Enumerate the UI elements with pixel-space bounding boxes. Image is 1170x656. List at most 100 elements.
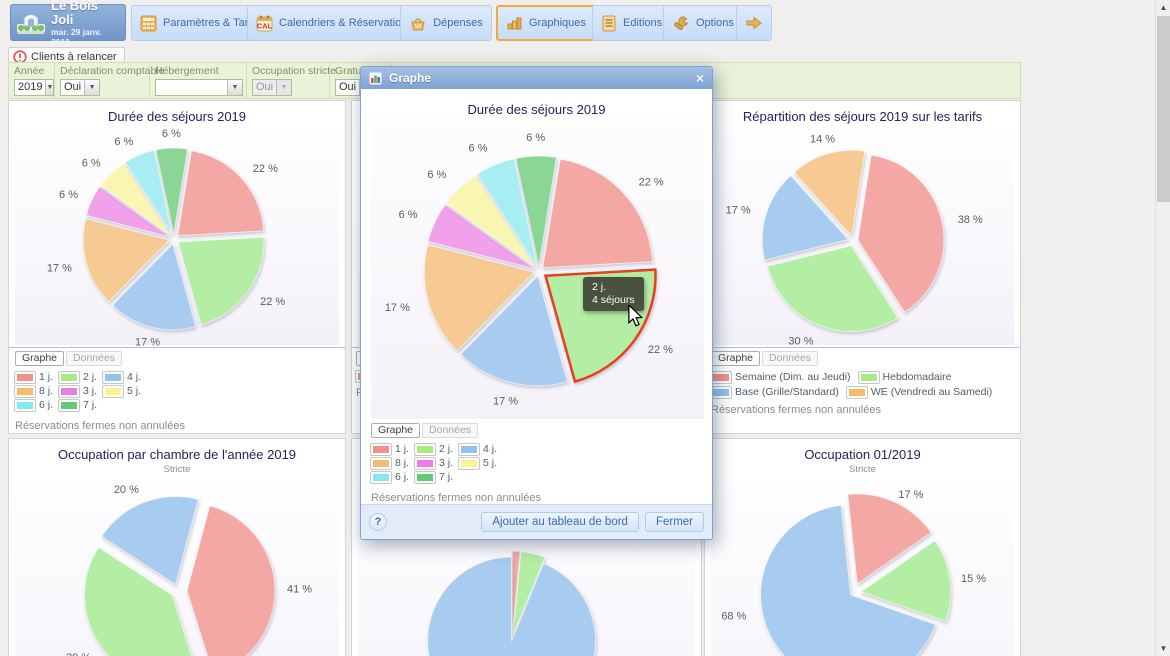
pie-slice[interactable] [511, 550, 521, 636]
dialog-footer: ? Ajouter au tableau de bord Fermer [361, 504, 712, 539]
scroll-down-icon[interactable]: ▼ [1159, 644, 1168, 653]
legend-item-5-j: 5 j. [459, 457, 497, 469]
chevron-down-icon: ▼ [276, 80, 291, 95]
pie-slice-base-grille-standard[interactable] [761, 174, 850, 261]
fermer-button[interactable]: Fermer [644, 512, 704, 532]
legend-item-we-vendredi-au-samedi: WE (Vendredi au Samedi) [846, 386, 993, 398]
add-to-dashboard-button[interactable]: Ajouter au tableau de bord [481, 512, 639, 532]
legend-label: Semaine (Dim. au Jeudi) [735, 371, 851, 383]
dialog-chart-title: Durée des séjours 2019 [467, 102, 606, 117]
graphe-dialog: Graphe × Durée des séjours 2019 6 % 22 % 2… [360, 66, 713, 540]
pie-slice-hebdomadaire[interactable] [766, 245, 899, 333]
pie-slice-7-j[interactable] [155, 147, 189, 235]
legend-label: Hebdomadaire [882, 371, 952, 383]
legend-label: WE (Vendredi au Samedi) [870, 386, 993, 398]
filter-select[interactable]: Oui▼ [60, 79, 100, 96]
filter-value: Oui [339, 81, 357, 93]
pie-slice[interactable] [847, 493, 932, 585]
pie-slice-4-j[interactable] [459, 274, 568, 387]
legend-swatch [103, 385, 124, 397]
app-logo-tile[interactable]: Le Bois Joli mar. 29 janv. 2019 [10, 0, 126, 47]
dialog-titlebar[interactable]: Graphe × [361, 67, 712, 89]
pie-slice-4-j[interactable] [111, 242, 197, 331]
legend-label: 3 j. [439, 457, 454, 469]
filter-ann-e: Année 2019 ▼ [9, 63, 55, 98]
filter-select[interactable]: 2019 ▼ [14, 79, 54, 96]
chevron-down-icon[interactable]: ▼ [227, 80, 242, 95]
pie-chart-occupation-mois: 17 % 15 % 68 % [721, 489, 986, 656]
filter-h-bergement: Hébergement ▼ [150, 63, 247, 98]
help-button[interactable]: ? [369, 513, 387, 531]
legend-item-hebdomadaire: Hebdomadaire [858, 371, 952, 383]
pie-slice[interactable] [101, 495, 199, 586]
legend-label: 8 j. [39, 385, 54, 397]
pie-slice-7-j[interactable] [515, 155, 557, 267]
chevron-down-icon[interactable]: ▼ [84, 80, 99, 95]
graph-icon [369, 72, 382, 85]
pie-slice[interactable] [83, 546, 198, 656]
legend-item-3-j: 3 j. [59, 385, 97, 397]
pie-slice-2-j[interactable] [177, 236, 265, 326]
tab-graphe[interactable]: Graphe [371, 423, 421, 438]
pie-slice[interactable] [186, 505, 276, 656]
toolbar-tab-more[interactable] [736, 5, 772, 41]
scrollbar-thumb[interactable] [1157, 16, 1170, 202]
pie-slice-6-j[interactable] [124, 149, 173, 235]
pie-slice[interactable] [427, 556, 597, 656]
pie-percent-label: 39 % [66, 652, 91, 656]
tab-donnees[interactable]: Données [762, 351, 819, 366]
pie-percent-label: 17 % [493, 396, 518, 408]
basket-icon [409, 15, 427, 32]
tab-donnees[interactable]: Données [422, 423, 479, 438]
pie-percent-label: 17 % [385, 302, 410, 314]
legend-item-2-j: 2 j. [415, 443, 453, 455]
pie-slice-8-j[interactable] [82, 218, 171, 303]
pie-percent-label: 6 % [162, 128, 181, 140]
toolbar-tab-param-tres-tarifs[interactable]: Paramètres & Tarifs [131, 5, 269, 41]
scroll-up-icon[interactable]: ▲ [1159, 3, 1168, 12]
pie-slice-6-j[interactable] [476, 158, 538, 267]
pie-slice[interactable] [512, 550, 546, 636]
toolbar-tab-editions[interactable]: Editions [592, 5, 672, 41]
legend-swatch [846, 386, 867, 398]
filter-select[interactable]: ▼ [155, 79, 243, 96]
pie-chart-repartition-tarifs: 14 % 38 % 30 % 17 % [726, 133, 983, 348]
legend-label: 6 j. [395, 471, 410, 483]
tab-donnees[interactable]: Données [66, 351, 123, 366]
filter-d-claration-comptable: Déclaration comptable Oui ▼ [55, 63, 164, 98]
legend-swatch [103, 371, 124, 383]
pie-slice-5-j[interactable] [445, 174, 536, 268]
pie-percent-label: 30 % [788, 336, 813, 348]
toolbar-tab-d-penses[interactable]: Dépenses [400, 5, 492, 41]
toolbar-tab-options[interactable]: Options [663, 5, 743, 41]
calendar-icon: CAL [256, 15, 273, 32]
pie-slice-3-j[interactable] [427, 204, 535, 270]
chart-note: Réservations fermes non annulées [371, 492, 541, 504]
legend-item-1-j: 1 j. [15, 371, 53, 383]
vertical-scrollbar[interactable]: ▲ ▼ [1155, 0, 1170, 656]
pie-slice-8-j[interactable] [423, 244, 536, 352]
pie-slice[interactable] [859, 539, 952, 623]
pie-percent-label: 22 % [260, 296, 285, 308]
panel-duree-sejours: Durée des séjours 2019 6 % 22 % 22 % 17 % 17… [8, 100, 346, 434]
wrench-icon [672, 15, 690, 32]
pie-slice-5-j[interactable] [100, 162, 171, 236]
toolbar-tab-label: Dépenses [433, 17, 483, 29]
chevron-down-icon[interactable]: ▼ [45, 80, 54, 95]
close-icon[interactable]: × [695, 70, 704, 86]
pie-percent-label: 6 % [526, 132, 545, 144]
panel-occupation-chambre: Occupation par chambre de l'année 2019 S… [8, 438, 346, 656]
pie-slice[interactable] [760, 504, 937, 656]
pie-slice-we-vendredi-au-samedi[interactable] [793, 149, 866, 238]
pie-slice-1-j[interactable] [542, 158, 654, 269]
pie-slice-semaine-dim-au-jeudi[interactable] [857, 154, 945, 313]
clients-a-relancer-label: Clients à relancer [31, 51, 117, 63]
pie-slice-3-j[interactable] [85, 186, 170, 238]
legend-label: 5 j. [127, 385, 142, 397]
panel-lower: Graphe Données 1 j. 2 j. 4 j. 8 j. 3 j. 5 j. 6… [9, 347, 345, 433]
tab-graphe[interactable]: Graphe [711, 351, 761, 366]
toolbar-tab-graphiques[interactable]: Graphiques [496, 5, 596, 41]
tab-graphe[interactable]: Graphe [15, 351, 65, 366]
pie-slice-1-j[interactable] [177, 150, 265, 237]
legend-swatch [59, 371, 80, 383]
